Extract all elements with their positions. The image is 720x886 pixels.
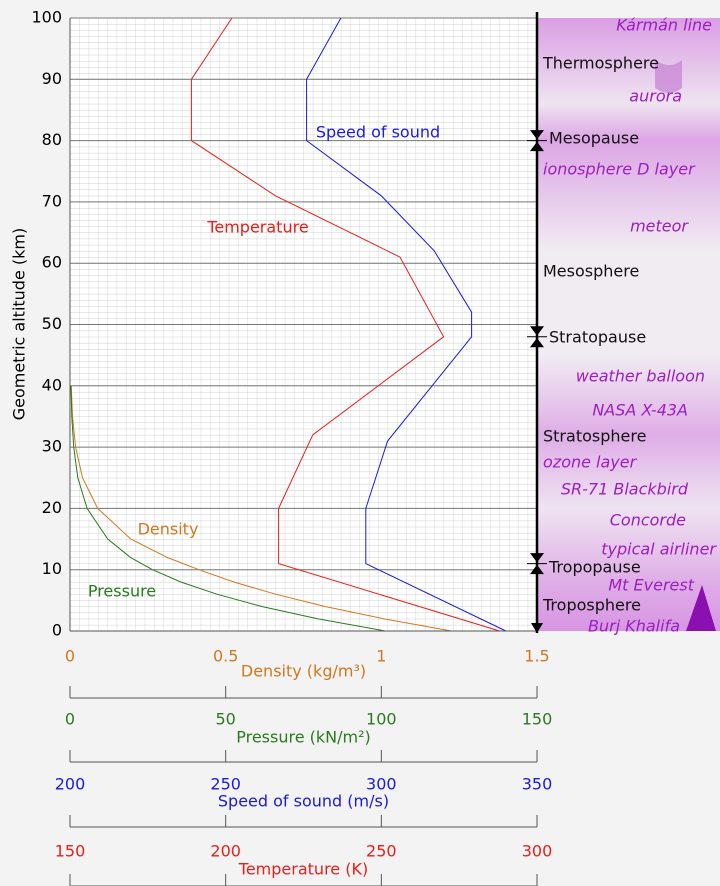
- y-axis-title: Geometric altitude (km): [10, 228, 29, 420]
- layer-label: Mesopause: [549, 129, 639, 148]
- x-tick-label: 0.5: [213, 647, 238, 666]
- x-tick-label: 250: [210, 775, 241, 794]
- layer-label: Tropopause: [548, 558, 641, 577]
- plot: 0 10 20 30 40 50 60 70 80 90 100 0 0.5 1 1.5 Density (k…: [31, 8, 717, 886]
- aurora-icon: [655, 60, 682, 93]
- x-tick-label: 350: [522, 775, 553, 794]
- series-line: [70, 385, 386, 632]
- feature-label: ionosphere D layer: [543, 160, 696, 179]
- series-label: Density: [138, 520, 199, 539]
- pause-marker: [527, 553, 547, 575]
- pause-marker: [527, 326, 547, 348]
- y-tick-label: 90: [42, 69, 62, 88]
- series-line: [70, 385, 452, 632]
- layer-label: Thermosphere: [542, 54, 659, 73]
- series-line: [306, 17, 507, 632]
- layer-label: Troposphere: [542, 596, 641, 615]
- feature-label: ozone layer: [543, 453, 638, 472]
- bar-arrow: [531, 623, 543, 633]
- atmosphere-panel: [537, 18, 720, 631]
- y-tick-label: 100: [31, 8, 62, 27]
- series-label: Temperature: [206, 218, 308, 237]
- feature-label: Burj Khalifa: [588, 617, 680, 636]
- x-axis-title: Speed of sound (m/s): [218, 792, 389, 811]
- y-tick-label: 30: [42, 437, 62, 456]
- x-tick-label: 100: [366, 710, 397, 729]
- feature-label: NASA X-43A: [592, 401, 688, 420]
- x-tick-label: 300: [366, 775, 397, 794]
- feature-label: SR-71 Blackbird: [561, 480, 689, 499]
- series-line: [190, 17, 500, 632]
- x-tick-label: 1: [376, 647, 386, 666]
- series-label: Pressure: [88, 582, 156, 601]
- layer-label: Mesosphere: [543, 262, 639, 281]
- x-axis-title: Pressure (kN/m²): [236, 728, 371, 747]
- y-tick-label: 80: [42, 130, 62, 149]
- x-tick-label: 1.5: [524, 647, 549, 666]
- series-label: Speed of sound: [316, 123, 440, 142]
- x-axis-title: Density (kg/m³): [241, 662, 366, 681]
- y-tick-label: 40: [42, 375, 62, 394]
- feature-label: Kármán line: [616, 16, 712, 35]
- y-tick-label: 60: [42, 253, 62, 272]
- x-tick-label: 200: [55, 775, 86, 794]
- x-tick-label: 0: [65, 710, 75, 729]
- y-tick-label: 70: [42, 191, 62, 210]
- x-tick-label: 150: [522, 710, 553, 729]
- y-tick-label: 50: [42, 314, 62, 333]
- x-axis-title: Temperature (K): [238, 860, 368, 879]
- layer-label: Stratopause: [549, 328, 646, 347]
- x-tick-label: 150: [55, 842, 86, 861]
- x-tick-label: 50: [215, 710, 235, 729]
- y-tick-label: 10: [42, 559, 62, 578]
- layer-label: Stratosphere: [543, 427, 646, 446]
- feature-label: Concorde: [610, 511, 686, 530]
- pause-marker: [527, 130, 547, 152]
- feature-label: Mt Everest: [608, 576, 694, 595]
- feature-label: meteor: [630, 217, 689, 236]
- x-tick-label: 250: [366, 842, 397, 861]
- feature-label: typical airliner: [601, 540, 717, 559]
- y-tick-label: 20: [42, 498, 62, 517]
- x-tick-label: 200: [210, 842, 241, 861]
- y-tick-label: 0: [52, 621, 62, 640]
- x-tick-label: 300: [522, 842, 553, 861]
- x-tick-label: 0: [65, 647, 75, 666]
- feature-label: aurora: [629, 87, 682, 106]
- feature-label: weather balloon: [576, 367, 705, 386]
- mountain-icon: [686, 585, 716, 631]
